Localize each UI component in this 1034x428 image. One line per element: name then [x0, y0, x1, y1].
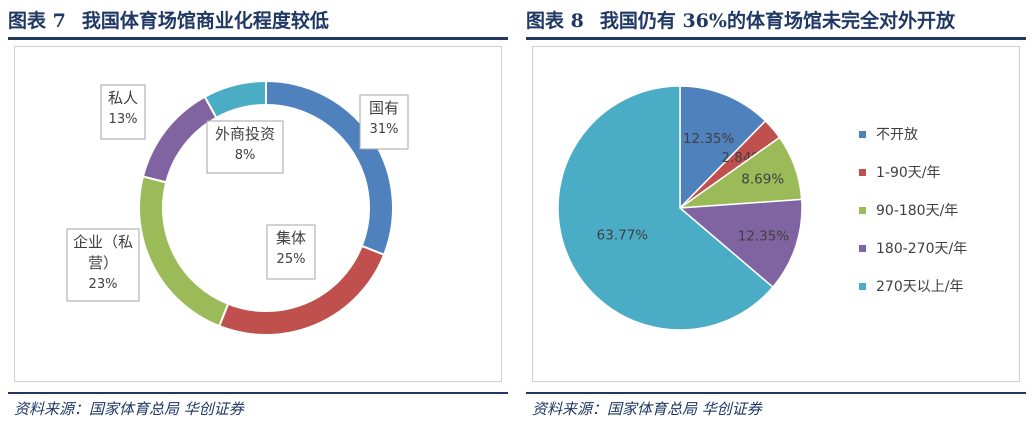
figure-8-top-rule — [526, 37, 1026, 40]
donut-label-box-3 — [100, 84, 146, 140]
pie-legend-swatch-0 — [859, 131, 866, 138]
donut-label-text-1-0: 集体 — [276, 229, 306, 247]
pie-legend-item-0: 不开放 — [859, 127, 918, 143]
pie-data-label-0: 12.35% — [683, 131, 735, 147]
pie-legend-swatch-3 — [859, 245, 866, 252]
donut-chart: 国有 31% 集体 25% 企业（私营） 23% 私人 13% 外商投资 8% — [66, 79, 409, 336]
pie-legend-item-1: 1-90天/年 — [859, 165, 941, 181]
pie-data-label-4: 63.77% — [597, 228, 649, 244]
figure-7-panel: 图表 7 我国体育场馆商业化程度较低 国有 31% 集体 25% 企业（私营） 23% 私人 1… — [8, 0, 508, 428]
donut-label-text-4-0: 外商投资 — [215, 125, 275, 143]
donut-label-value-1: 25% — [277, 252, 306, 267]
figure-8-title: 图表 8 我国仍有 36%的体育场馆未完全对外开放 — [526, 6, 1026, 36]
donut-label-value-0: 31% — [370, 122, 399, 137]
figure-7-title-text: 我国体育场馆商业化程度较低 — [81, 10, 329, 32]
pie-legend-item-3: 180-270天/年 — [859, 241, 967, 257]
pie-slice-0 — [679, 85, 767, 210]
donut-label-text-3-0: 私人 — [108, 89, 138, 107]
donut-label-box-4 — [206, 120, 284, 174]
pie-legend-label-3: 180-270天/年 — [876, 241, 967, 257]
figure-7-bottom-rule — [8, 392, 508, 394]
figure-7-title: 图表 7 我国体育场馆商业化程度较低 — [8, 6, 508, 36]
donut-label-2: 企业（私营） 23% — [66, 228, 140, 302]
figure-8-panel: 图表 8 我国仍有 36%的体育场馆未完全对外开放 12.35% 不开放 2.84% 1… — [526, 0, 1026, 428]
donut-chart-frame: 国有 31% 集体 25% 企业（私营） 23% 私人 13% 外商投资 8% — [14, 46, 502, 382]
donut-slice-3 — [141, 95, 218, 184]
pie-legend-item-2: 90-180天/年 — [859, 203, 958, 219]
pie-chart: 12.35% 不开放2.84%1-90天/年8.69%90-180天/年12.35… — [557, 85, 967, 331]
donut-label-3: 私人 13% — [100, 84, 146, 140]
donut-label-text-0-0: 国有 — [369, 99, 399, 117]
donut-label-text-2-0: 企业（私 — [73, 233, 133, 251]
figure-7-top-rule — [8, 37, 508, 40]
donut-label-text-2-1: 营） — [88, 254, 118, 272]
donut-slice-2 — [138, 175, 230, 328]
figure-7-label: 图表 7 — [8, 10, 66, 32]
pie-data-label-3: 12.35% — [738, 228, 790, 244]
figure-8-label: 图表 8 — [526, 10, 584, 32]
pie-legend-swatch-2 — [859, 207, 866, 214]
pie-legend-swatch-1 — [859, 169, 866, 176]
donut-label-box-0 — [359, 94, 409, 150]
donut-label-4: 外商投资 8% — [206, 120, 284, 174]
figure-8-bottom-rule — [526, 392, 1026, 394]
pie-data-label-2: 8.69% — [741, 171, 784, 187]
figure-8-title-text: 我国仍有 36%的体育场馆未完全对外开放 — [599, 10, 955, 32]
donut-slice-4 — [203, 79, 267, 120]
pie-legend-label-4: 270天以上/年 — [876, 279, 963, 295]
pie-slice-3 — [678, 198, 803, 289]
donut-label-box-2 — [66, 228, 140, 302]
figure-7-source: 资料来源：国家体育总局 华创证券 — [14, 400, 244, 418]
pie-legend-swatch-4 — [859, 283, 866, 290]
pie-legend-item-4: 270天以上/年 — [859, 279, 963, 295]
donut-label-value-4: 8% — [235, 148, 256, 163]
donut-label-value-3: 13% — [109, 112, 138, 127]
donut-label-value-2: 23% — [89, 277, 118, 292]
donut-label-1: 集体 25% — [266, 224, 316, 280]
donut-label-0: 国有 31% — [359, 94, 409, 150]
pie-legend-label-0: 不开放 — [876, 127, 918, 143]
pie-legend-label-1: 1-90天/年 — [876, 165, 941, 181]
donut-label-box-1 — [266, 224, 316, 280]
pie-chart-frame: 12.35% 不开放 2.84% 1-90天/年 8.69% 90-180天/年 12.35… — [532, 46, 1020, 382]
pie-legend-label-2: 90-180天/年 — [876, 203, 958, 219]
pie-slice-4 — [557, 85, 774, 331]
figure-8-source: 资料来源：国家体育总局 华创证券 — [532, 400, 762, 418]
